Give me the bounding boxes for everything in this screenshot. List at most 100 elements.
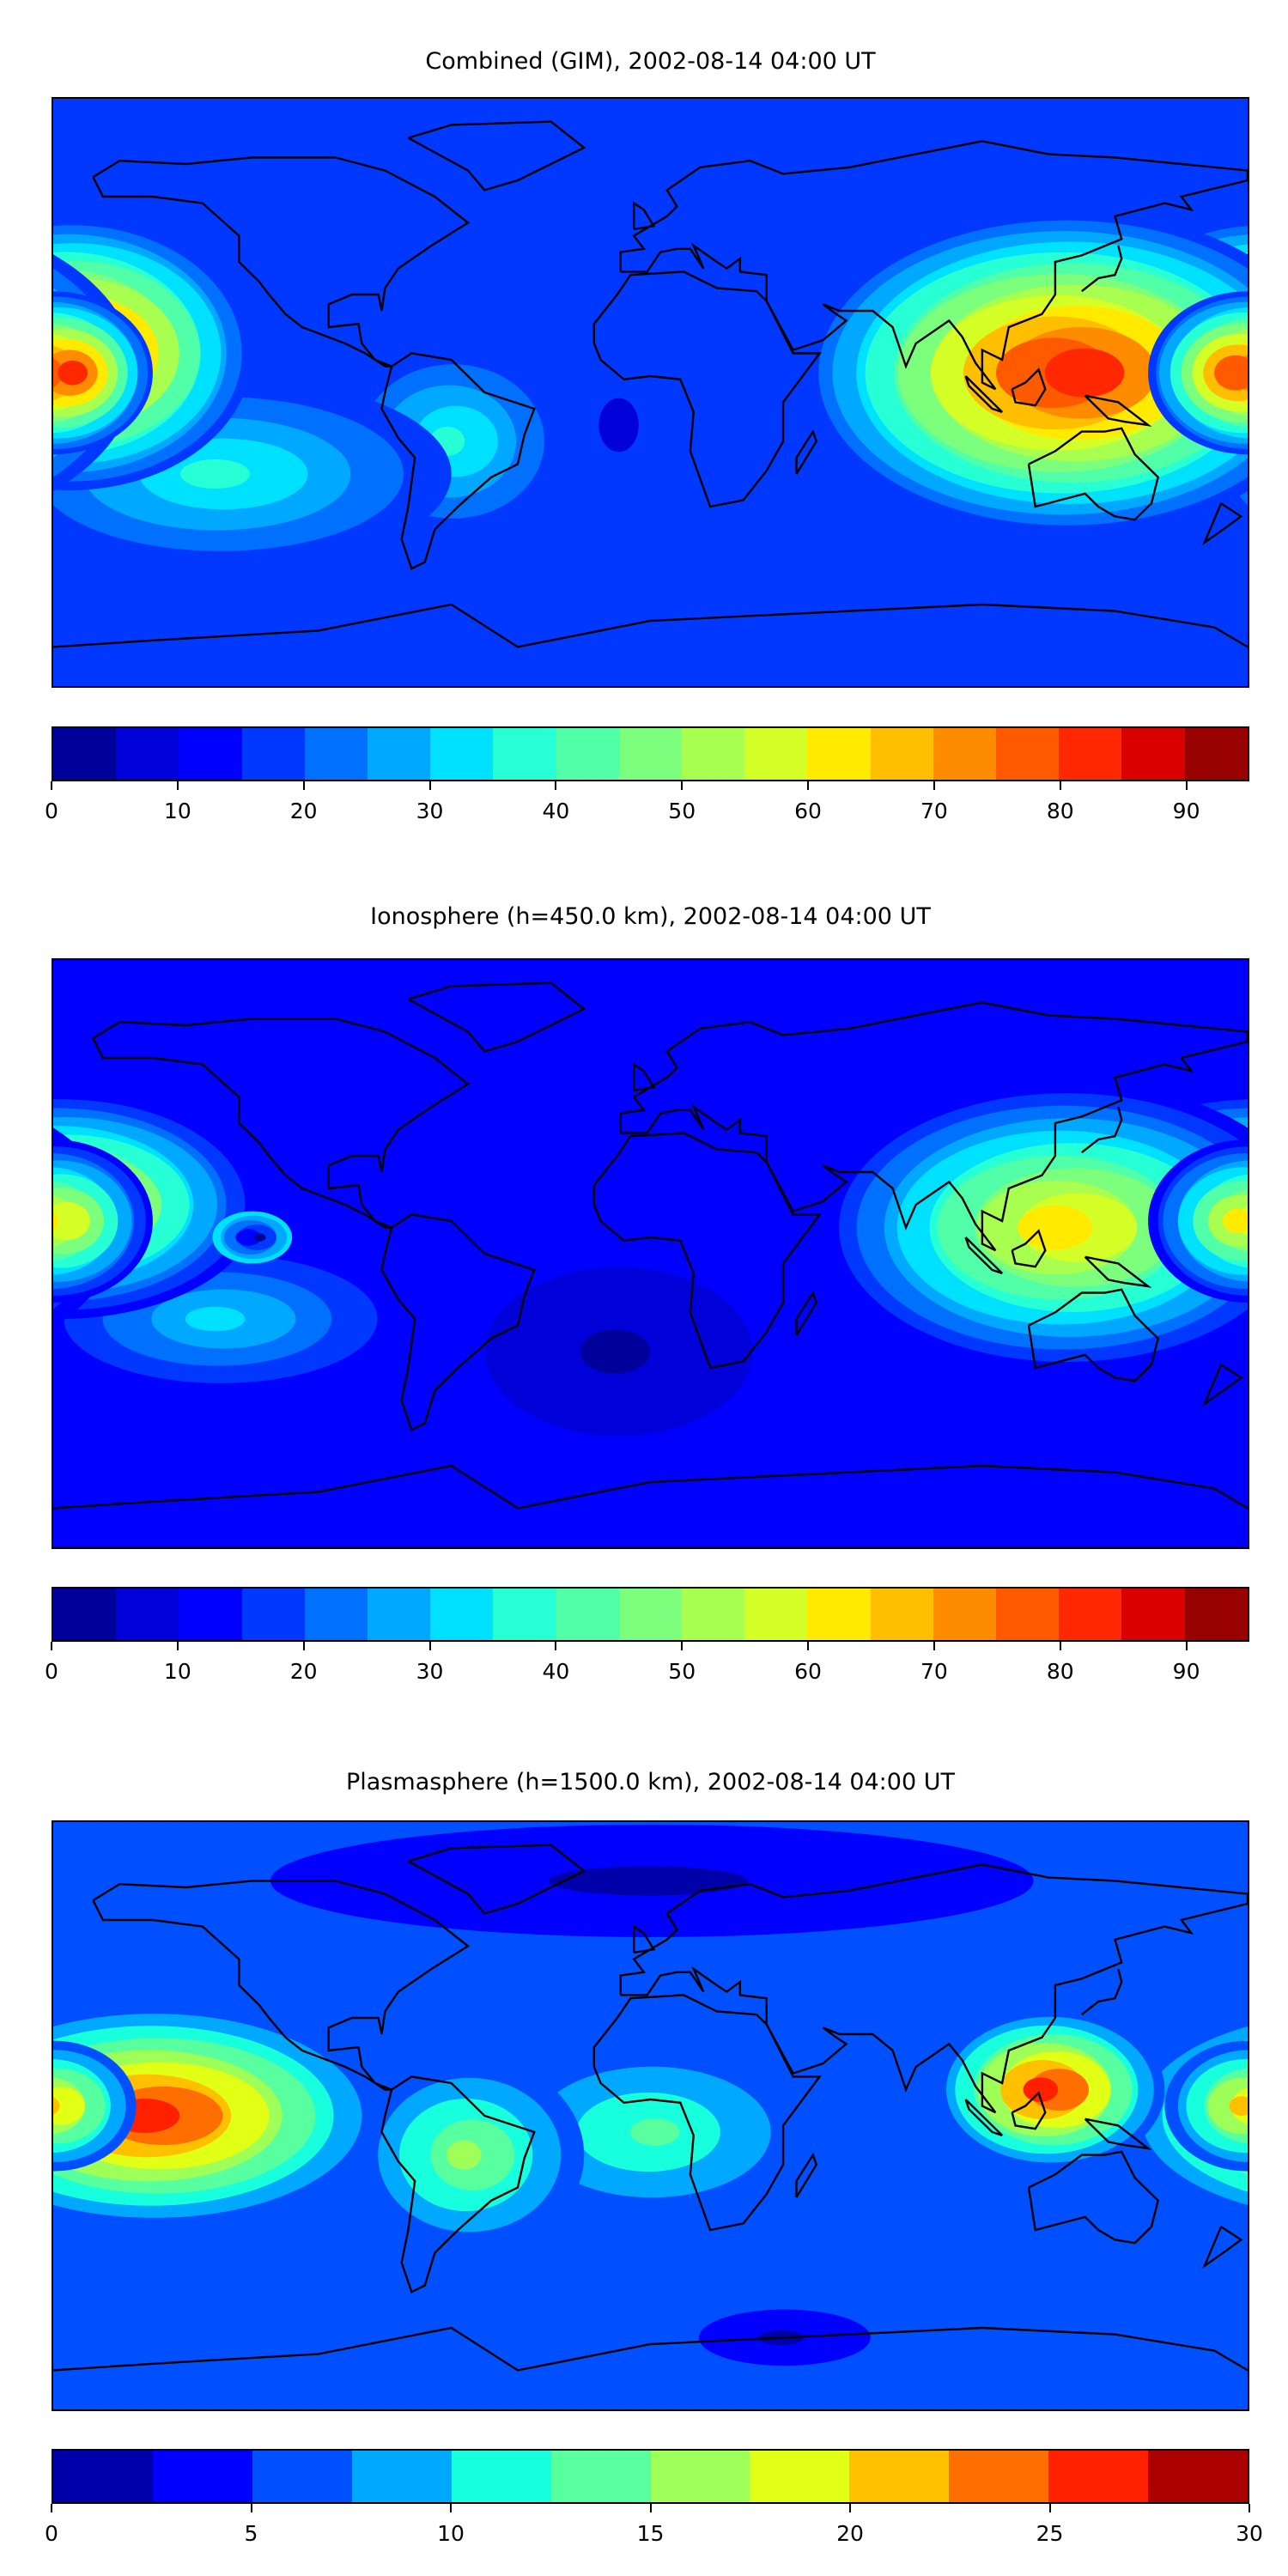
colorbar-tick-label: 30 <box>416 1659 444 1684</box>
colorbar-tick-label: 40 <box>542 799 570 823</box>
colorbar-segment <box>550 2451 651 2502</box>
colorbar-segment <box>1121 1589 1185 1640</box>
colorbar-tick <box>807 1642 810 1650</box>
coastline-greenland <box>408 122 584 191</box>
coastline-eurasia <box>621 1864 1248 2112</box>
coastline-sumatra <box>966 1237 1003 1273</box>
coastline-africa <box>594 1133 820 1368</box>
colorbar-segment <box>618 1589 683 1640</box>
colorbar-tick <box>555 1642 557 1650</box>
colorbar-tick-label: 50 <box>668 799 696 823</box>
contour-level <box>1229 2096 1248 2116</box>
colorbar-tick-label: 0 <box>45 799 58 823</box>
coastline-japan <box>1082 1969 1121 2014</box>
colorbar-segment <box>493 728 556 780</box>
coastline-antarctica <box>53 1466 1248 1508</box>
contour-level <box>53 1212 58 1230</box>
contour-level <box>598 398 639 453</box>
contour-level <box>235 1229 262 1246</box>
colorbar-tick <box>1185 1642 1188 1650</box>
coastline-africa <box>594 271 820 507</box>
contour-field <box>53 1822 1248 2387</box>
colorbar-segment <box>252 2451 352 2502</box>
coastline-new-guinea <box>1085 2119 1148 2148</box>
colorbar-segment <box>241 728 305 780</box>
colorbar-segment <box>744 728 808 780</box>
panel-1-colorbar-ticks: 0 10 20 30 40 50 60 70 80 90 <box>45 781 1249 833</box>
coastline-new-guinea <box>1085 1257 1148 1286</box>
colorbar-segment <box>368 1589 431 1640</box>
colorbar-segment <box>53 1589 117 1640</box>
coastline-south-america <box>382 353 535 568</box>
coastline-australia <box>1029 2152 1158 2243</box>
colorbar-segment <box>1184 1589 1248 1640</box>
coastline-japan <box>1082 1107 1121 1152</box>
colorbar-segment <box>179 728 242 780</box>
coastline-australia <box>1029 428 1158 519</box>
colorbar-segment <box>304 1589 368 1640</box>
contour-level <box>1018 1205 1093 1250</box>
colorbar-segment <box>650 2451 750 2502</box>
colorbar-segment <box>116 1589 179 1640</box>
coastline-south-america <box>382 1214 535 1430</box>
panel-3-map <box>52 1820 1249 2411</box>
contour-level <box>179 459 251 489</box>
colorbar-segment <box>682 728 745 780</box>
colorbar-segment <box>996 728 1060 780</box>
coastline-antarctica <box>53 2328 1248 2370</box>
contour-level <box>53 2097 60 2115</box>
colorbar-tick <box>51 1642 52 1650</box>
coastline-greenland <box>408 983 584 1052</box>
contour-level <box>53 1201 90 1241</box>
coastline-new-guinea <box>1085 396 1148 425</box>
colorbar-segment <box>682 1589 745 1640</box>
coastline-madagascar <box>797 1293 817 1335</box>
colorbar-tick <box>681 781 683 790</box>
contour-level <box>1181 1838 1248 1924</box>
colorbar-segment <box>933 728 997 780</box>
colorbar-tick-label: 5 <box>244 2521 258 2546</box>
colorbar-segment <box>807 728 871 780</box>
colorbar-segment <box>556 728 619 780</box>
colorbar-tick-label: 10 <box>163 1659 191 1684</box>
colorbar-segment <box>556 1589 619 1640</box>
coastline-new-zealand <box>1205 1364 1242 1404</box>
coastline-japan <box>1082 246 1121 291</box>
colorbar-segment <box>430 728 494 780</box>
coastlines <box>53 122 1248 647</box>
coastline-madagascar <box>797 432 817 474</box>
colorbar-segment <box>493 1589 556 1640</box>
panel-2-title: Ionosphere (h=450.0 km), 2002-08-14 04:0… <box>370 903 931 930</box>
colorbar-tick-label: 90 <box>1172 1659 1200 1684</box>
colorbar-segment <box>1059 1589 1122 1640</box>
panel-2-colorbar <box>52 1587 1249 1642</box>
colorbar-tick-label: 20 <box>289 799 318 823</box>
contour-level <box>580 1329 651 1374</box>
panel-1-title: Combined (GIM), 2002-08-14 04:00 UT <box>425 48 876 75</box>
coastline-eurasia <box>621 141 1248 389</box>
coastlines <box>53 983 1248 1509</box>
colorbar-segment <box>744 1589 808 1640</box>
coastline-greenland <box>408 1845 584 1914</box>
contour-level <box>1214 355 1248 391</box>
coastline-north-america <box>93 1880 468 2089</box>
coastlines <box>53 1845 1248 2371</box>
coastline-north-america <box>93 1018 468 1227</box>
colorbar-segment <box>451 2451 551 2502</box>
colorbar-tick <box>849 2504 851 2512</box>
coastline-africa <box>594 1995 820 2230</box>
colorbar-tick <box>176 1642 179 1650</box>
coastline-borneo <box>1012 1230 1046 1267</box>
coastline-borneo <box>1012 2093 1046 2129</box>
colorbar-tick <box>302 781 305 790</box>
colorbar-tick <box>1185 781 1188 790</box>
coastline-madagascar <box>797 2155 817 2197</box>
colorbar-segment <box>949 2451 1049 2502</box>
panel-2-map <box>52 958 1249 1549</box>
colorbar-segment <box>152 2451 252 2502</box>
colorbar-tick <box>807 781 810 790</box>
contour-level <box>53 2087 85 2125</box>
colorbar-tick <box>428 1642 431 1650</box>
colorbar-tick <box>933 1642 935 1650</box>
